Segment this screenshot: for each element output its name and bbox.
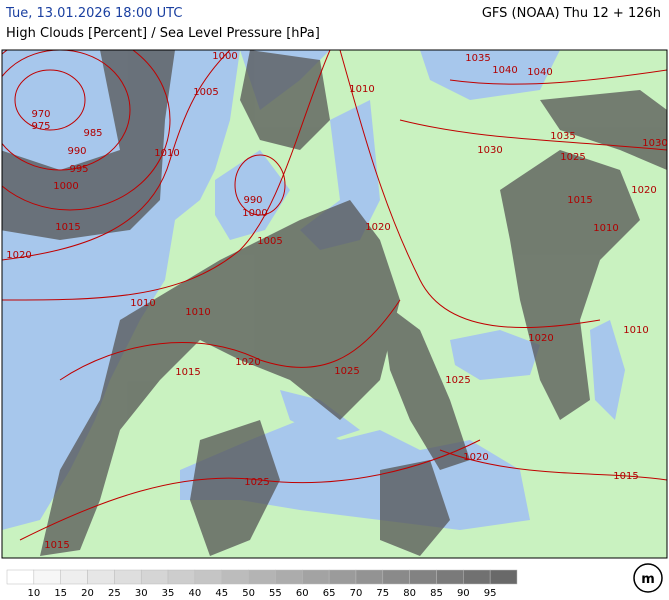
- isobar-label: 970: [31, 109, 50, 120]
- isobar-label: 1025: [334, 366, 359, 377]
- legend-label: 15: [54, 588, 67, 599]
- isobar-label: 1005: [193, 87, 218, 98]
- legend-label: 55: [269, 588, 282, 599]
- isobar-label: 1030: [642, 138, 667, 149]
- isobar-label: 1010: [349, 84, 374, 95]
- isobar-label: 1000: [212, 51, 237, 62]
- isobar-label: 1020: [463, 452, 488, 463]
- legend-swatch: [436, 569, 464, 585]
- isobar-label: 1010: [154, 148, 179, 159]
- isobar-label: 1020: [631, 185, 656, 196]
- valid-time: Tue, 13.01.2026 18:00 UTC: [6, 6, 183, 21]
- isobar-label: 990: [67, 146, 86, 157]
- legend-label: 60: [296, 588, 309, 599]
- legend-swatch: [355, 569, 384, 585]
- isobar-label: 990: [243, 195, 262, 206]
- isobar-label: 1010: [623, 325, 648, 336]
- legend-label: 80: [403, 588, 416, 599]
- isobar-label: 1040: [492, 65, 517, 76]
- isobar-label: 1025: [244, 477, 269, 488]
- legend-label: 75: [376, 588, 389, 599]
- barents-sea: [420, 50, 560, 100]
- legend-swatch: [221, 569, 249, 585]
- isobars: [2, 50, 667, 541]
- isobar-label: 1040: [527, 67, 552, 78]
- map-body: [2, 50, 667, 558]
- legend-label: 65: [323, 588, 336, 599]
- legend-swatch: [409, 569, 437, 585]
- high-clouds: [2, 50, 667, 556]
- legend-label: 70: [350, 588, 363, 599]
- isobar-label: 1005: [257, 236, 282, 247]
- black-sea: [450, 330, 540, 380]
- isobar-label: 1020: [528, 333, 553, 344]
- legend-swatch: [33, 569, 61, 585]
- legend-label: 50: [242, 588, 255, 599]
- isobar-label: 1030: [477, 145, 502, 156]
- legend-swatch: [328, 569, 357, 585]
- legend-swatch: [140, 569, 169, 585]
- isobar-label: 1010: [130, 298, 155, 309]
- legend-swatch: [275, 569, 303, 585]
- logo-mark: m: [641, 572, 655, 587]
- adriatic: [280, 390, 360, 440]
- legend-label: 25: [108, 588, 121, 599]
- legend-label: 30: [135, 588, 148, 599]
- isobar-label: 1020: [365, 222, 390, 233]
- baltic: [300, 100, 380, 250]
- isobar-label: 1015: [44, 540, 69, 551]
- legend-label: 10: [27, 588, 40, 599]
- isobar-label: 1015: [55, 222, 80, 233]
- isobar-label: 985: [83, 128, 102, 139]
- map-frame: [1, 49, 668, 559]
- isobar-label: 1025: [445, 375, 470, 386]
- isobar-label: 1035: [550, 131, 575, 142]
- isobar-label: 1015: [175, 367, 200, 378]
- legend-swatch: [167, 569, 196, 585]
- isobar-label: 1025: [560, 152, 585, 163]
- isobar-label: 1020: [6, 250, 31, 261]
- legend-label: 85: [430, 588, 443, 599]
- isobar-label: 1010: [593, 223, 618, 234]
- legend-label: 40: [189, 588, 202, 599]
- legend-swatch: [248, 569, 276, 585]
- legend-label: 45: [215, 588, 228, 599]
- model-run: GFS (NOAA) Thu 12 + 126h: [481, 6, 661, 21]
- isobar-label: 1000: [242, 208, 267, 219]
- legend-swatch: [463, 569, 491, 585]
- legend-swatch: [194, 569, 222, 585]
- north-sea: [215, 150, 290, 240]
- legend-swatch: [114, 569, 142, 585]
- isobar-label: 1020: [235, 357, 260, 368]
- legend-swatch: [87, 569, 115, 585]
- isobar-label: 1010: [185, 307, 210, 318]
- legend-swatch: [302, 569, 330, 585]
- caspian-sea: [590, 320, 625, 420]
- legend-label: 95: [484, 588, 497, 599]
- isobar-label: 1035: [465, 53, 490, 64]
- isobar-label: 1000: [53, 181, 78, 192]
- logo: [633, 563, 663, 593]
- legend-label: 90: [457, 588, 470, 599]
- isobar-label: 1015: [613, 471, 638, 482]
- isobar-label: 995: [69, 164, 88, 175]
- legend-swatch: [60, 569, 88, 585]
- legend-swatch: [6, 569, 35, 585]
- legend-swatch: [382, 569, 410, 585]
- legend-swatch: [489, 569, 518, 585]
- isobar-label: 975: [31, 121, 50, 132]
- map-subtitle: High Clouds [Percent] / Sea Level Pressu…: [6, 26, 320, 41]
- isobar-label: 1015: [567, 195, 592, 206]
- legend-label: 35: [162, 588, 175, 599]
- legend-label: 20: [81, 588, 94, 599]
